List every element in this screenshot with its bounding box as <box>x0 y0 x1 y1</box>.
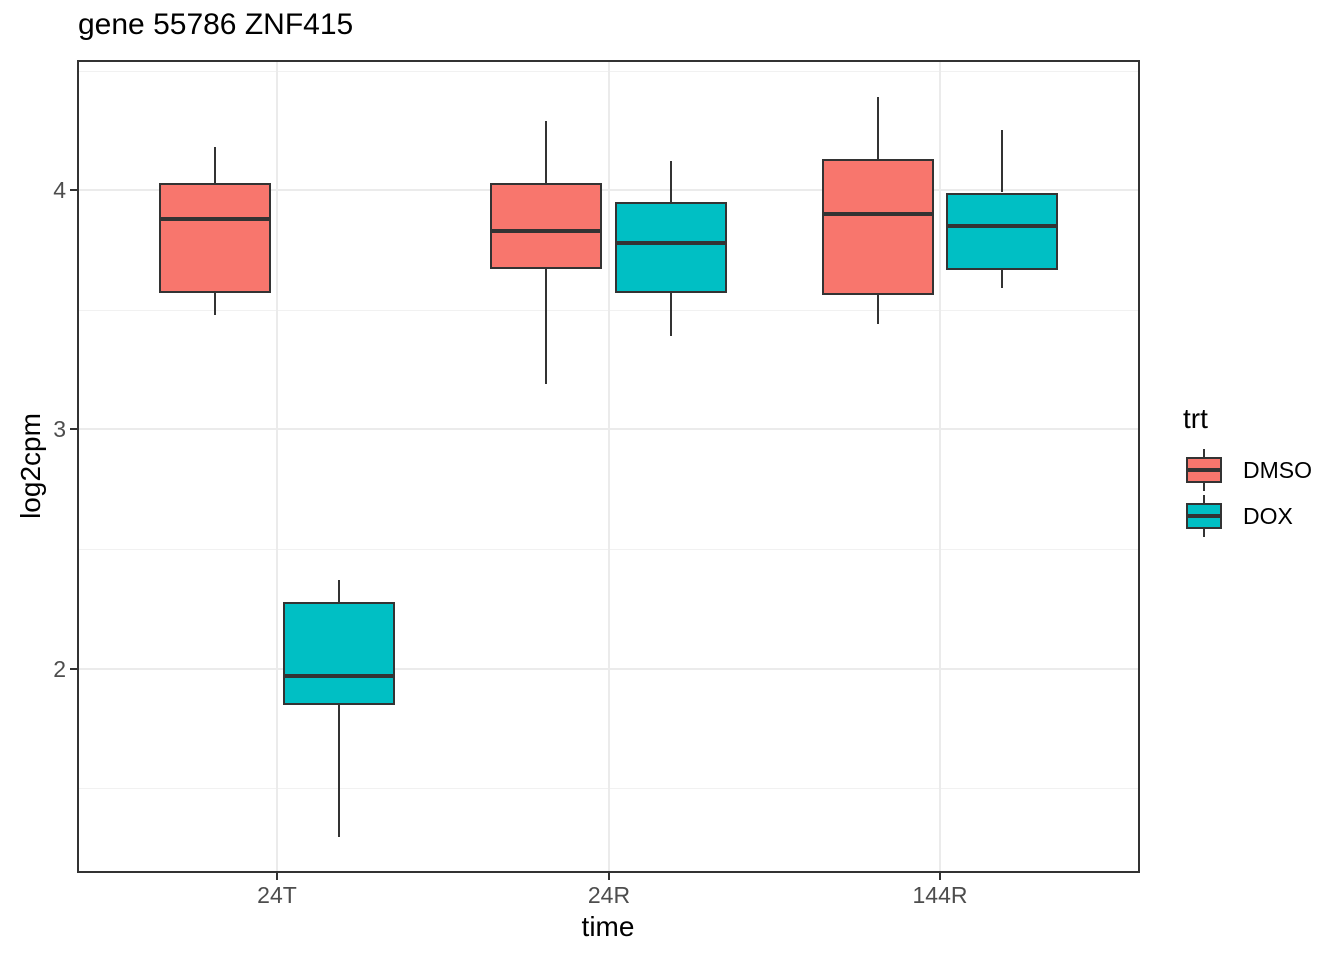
whisker-upper-DMSO-24T <box>214 147 216 183</box>
median-line-DOX-24T <box>283 674 395 678</box>
legend-entries: DMSO DOX <box>1183 447 1312 539</box>
median-line-DMSO-24R <box>490 229 602 233</box>
x-tick-label: 24T <box>257 882 297 908</box>
key-median-line <box>1186 514 1222 518</box>
boxplot-box-DMSO-24T <box>159 183 271 293</box>
whisker-lower-DOX-144R <box>1001 269 1003 288</box>
x-tick <box>608 873 610 880</box>
boxplot-box-DOX-24R <box>615 202 727 293</box>
legend-entry-dox: DOX <box>1183 493 1312 539</box>
legend-label: DMSO <box>1243 456 1312 483</box>
y-tick-label: 2 <box>53 656 66 682</box>
y-tick <box>70 189 77 191</box>
x-tick-label: 24R <box>587 882 631 908</box>
legend-title: trt <box>1183 403 1208 434</box>
plot-title: gene 55786 ZNF415 <box>78 8 354 41</box>
whisker-lower-DMSO-24R <box>545 269 547 384</box>
boxplot-box-DMSO-144R <box>822 159 934 295</box>
whisker-lower-DMSO-24T <box>214 293 216 315</box>
boxplot-box-DOX-24T <box>283 602 395 705</box>
whisker-upper-DMSO-24R <box>545 121 547 183</box>
median-line-DMSO-24T <box>159 217 271 221</box>
y-axis-title: log2cpm <box>15 413 46 519</box>
x-tick-label: 144R <box>912 882 968 908</box>
whisker-upper-DOX-144R <box>1001 130 1003 192</box>
whisker-upper-DOX-24T <box>338 580 340 602</box>
y-tick-label: 3 <box>53 416 66 442</box>
median-line-DOX-144R <box>946 224 1058 228</box>
legend: trt DMSO DOX <box>1183 403 1312 539</box>
whisker-upper-DMSO-144R <box>877 97 879 159</box>
median-line-DOX-24R <box>615 241 727 245</box>
whisker-lower-DOX-24R <box>670 293 672 336</box>
y-tick <box>70 428 77 430</box>
whisker-lower-DMSO-144R <box>877 295 879 324</box>
y-tick <box>70 668 77 670</box>
legend-label: DOX <box>1243 502 1293 529</box>
legend-entry-dmso: DMSO <box>1183 447 1312 493</box>
key-median-line <box>1186 468 1222 472</box>
x-tick <box>276 873 278 880</box>
x-gridline-major <box>939 61 941 872</box>
x-gridline-major <box>608 61 610 872</box>
x-axis-title: time <box>581 911 635 942</box>
boxplot-box-DOX-144R <box>946 193 1058 270</box>
median-line-DMSO-144R <box>822 212 934 216</box>
whisker-upper-DOX-24R <box>670 161 672 202</box>
x-gridline-major <box>276 61 278 872</box>
legend-key-boxplot-icon <box>1183 493 1226 539</box>
boxplot-box-DMSO-24R <box>490 183 602 269</box>
whisker-lower-DOX-24T <box>338 705 340 837</box>
legend-key-boxplot-icon <box>1183 447 1226 493</box>
x-tick <box>939 873 941 880</box>
y-tick-label: 4 <box>53 177 66 203</box>
